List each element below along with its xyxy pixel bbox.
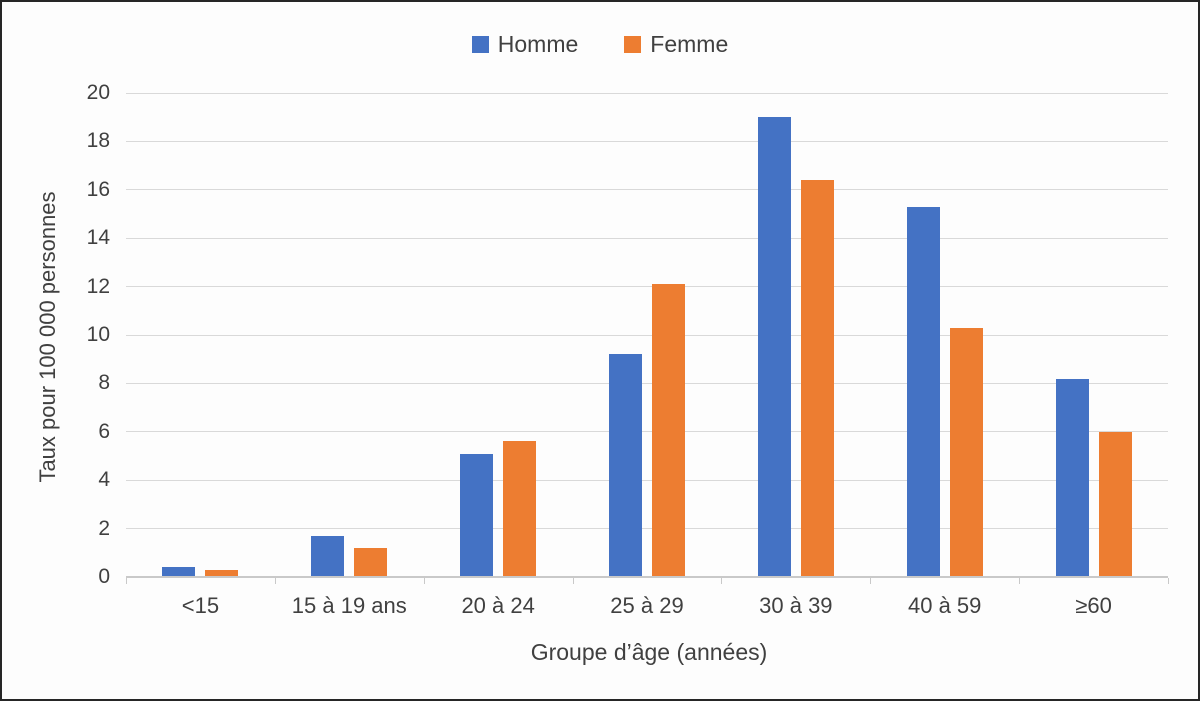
- gridline-y-10: [126, 334, 1168, 336]
- gridline-y-12: [126, 286, 1168, 288]
- bar-homme-0: [162, 567, 195, 577]
- bar-femme-1: [354, 548, 387, 577]
- y-tick-label: 4: [98, 468, 110, 492]
- bar-homme-3: [609, 354, 642, 577]
- chart-legend: Homme Femme: [2, 32, 1198, 56]
- x-axis-tick: [126, 578, 127, 584]
- bar-homme-6: [1056, 379, 1089, 577]
- x-axis-title: Groupe d’âge (années): [530, 639, 768, 665]
- x-axis-tick: [424, 578, 425, 584]
- y-tick-label: 20: [86, 81, 110, 104]
- x-tick-label: 30 à 39: [759, 593, 833, 618]
- y-tick-label: 8: [98, 371, 110, 395]
- y-tick-label: 18: [86, 129, 110, 153]
- legend-label-homme: Homme: [497, 31, 579, 57]
- x-tick-label: 40 à 59: [908, 593, 982, 618]
- bar-homme-5: [907, 207, 940, 577]
- gridline-y-4: [126, 479, 1168, 481]
- homme-swatch-icon: [471, 35, 489, 53]
- bar-homme-1: [311, 536, 344, 577]
- x-tick-label: 25 à 29: [610, 593, 684, 618]
- y-tick-label: 6: [98, 419, 110, 443]
- x-axis-tick: [1168, 578, 1169, 584]
- gridline-y-16: [126, 189, 1168, 191]
- y-tick-label: 12: [86, 274, 110, 298]
- y-tick-label: 2: [98, 516, 110, 540]
- gridline-y-2: [126, 528, 1168, 530]
- gridline-y-18: [126, 140, 1168, 142]
- x-axis-line: [126, 576, 1168, 578]
- y-axis-title: Taux pour 100 000 personnes: [35, 191, 60, 483]
- x-tick-label: <15: [181, 593, 220, 618]
- x-axis-tick: [275, 578, 276, 584]
- bar-femme-2: [503, 441, 536, 577]
- legend-item-homme: Homme: [471, 31, 579, 57]
- gridline-y-14: [126, 237, 1168, 239]
- y-tick-label: 0: [98, 565, 110, 588]
- gridline-y-8: [126, 382, 1168, 384]
- legend-item-femme: Femme: [624, 32, 728, 56]
- bar-femme-5: [950, 328, 983, 577]
- x-axis-tick: [573, 578, 574, 584]
- x-tick-label: ≥60: [1075, 593, 1112, 618]
- bar-homme-4: [758, 117, 791, 577]
- legend-label-femme: Femme: [650, 31, 729, 57]
- gridline-y-20: [126, 92, 1168, 94]
- femme-swatch-icon: [624, 35, 642, 53]
- bar-femme-0: [205, 570, 238, 577]
- y-tick-label: 14: [86, 226, 110, 250]
- x-tick-label: 15 à 19 ans: [291, 593, 407, 618]
- bar-femme-6: [1099, 432, 1132, 577]
- bar-homme-2: [460, 454, 493, 577]
- bar-femme-3: [652, 284, 685, 577]
- x-axis-tick: [721, 578, 722, 584]
- x-axis-tick: [1019, 578, 1020, 584]
- x-axis-tick: [870, 578, 871, 584]
- y-tick-label: 10: [86, 323, 110, 346]
- gridline-y-6: [126, 431, 1168, 433]
- bar-femme-4: [801, 180, 834, 577]
- y-tick-label: 16: [86, 177, 110, 201]
- x-tick-label: 20 à 24: [461, 593, 535, 618]
